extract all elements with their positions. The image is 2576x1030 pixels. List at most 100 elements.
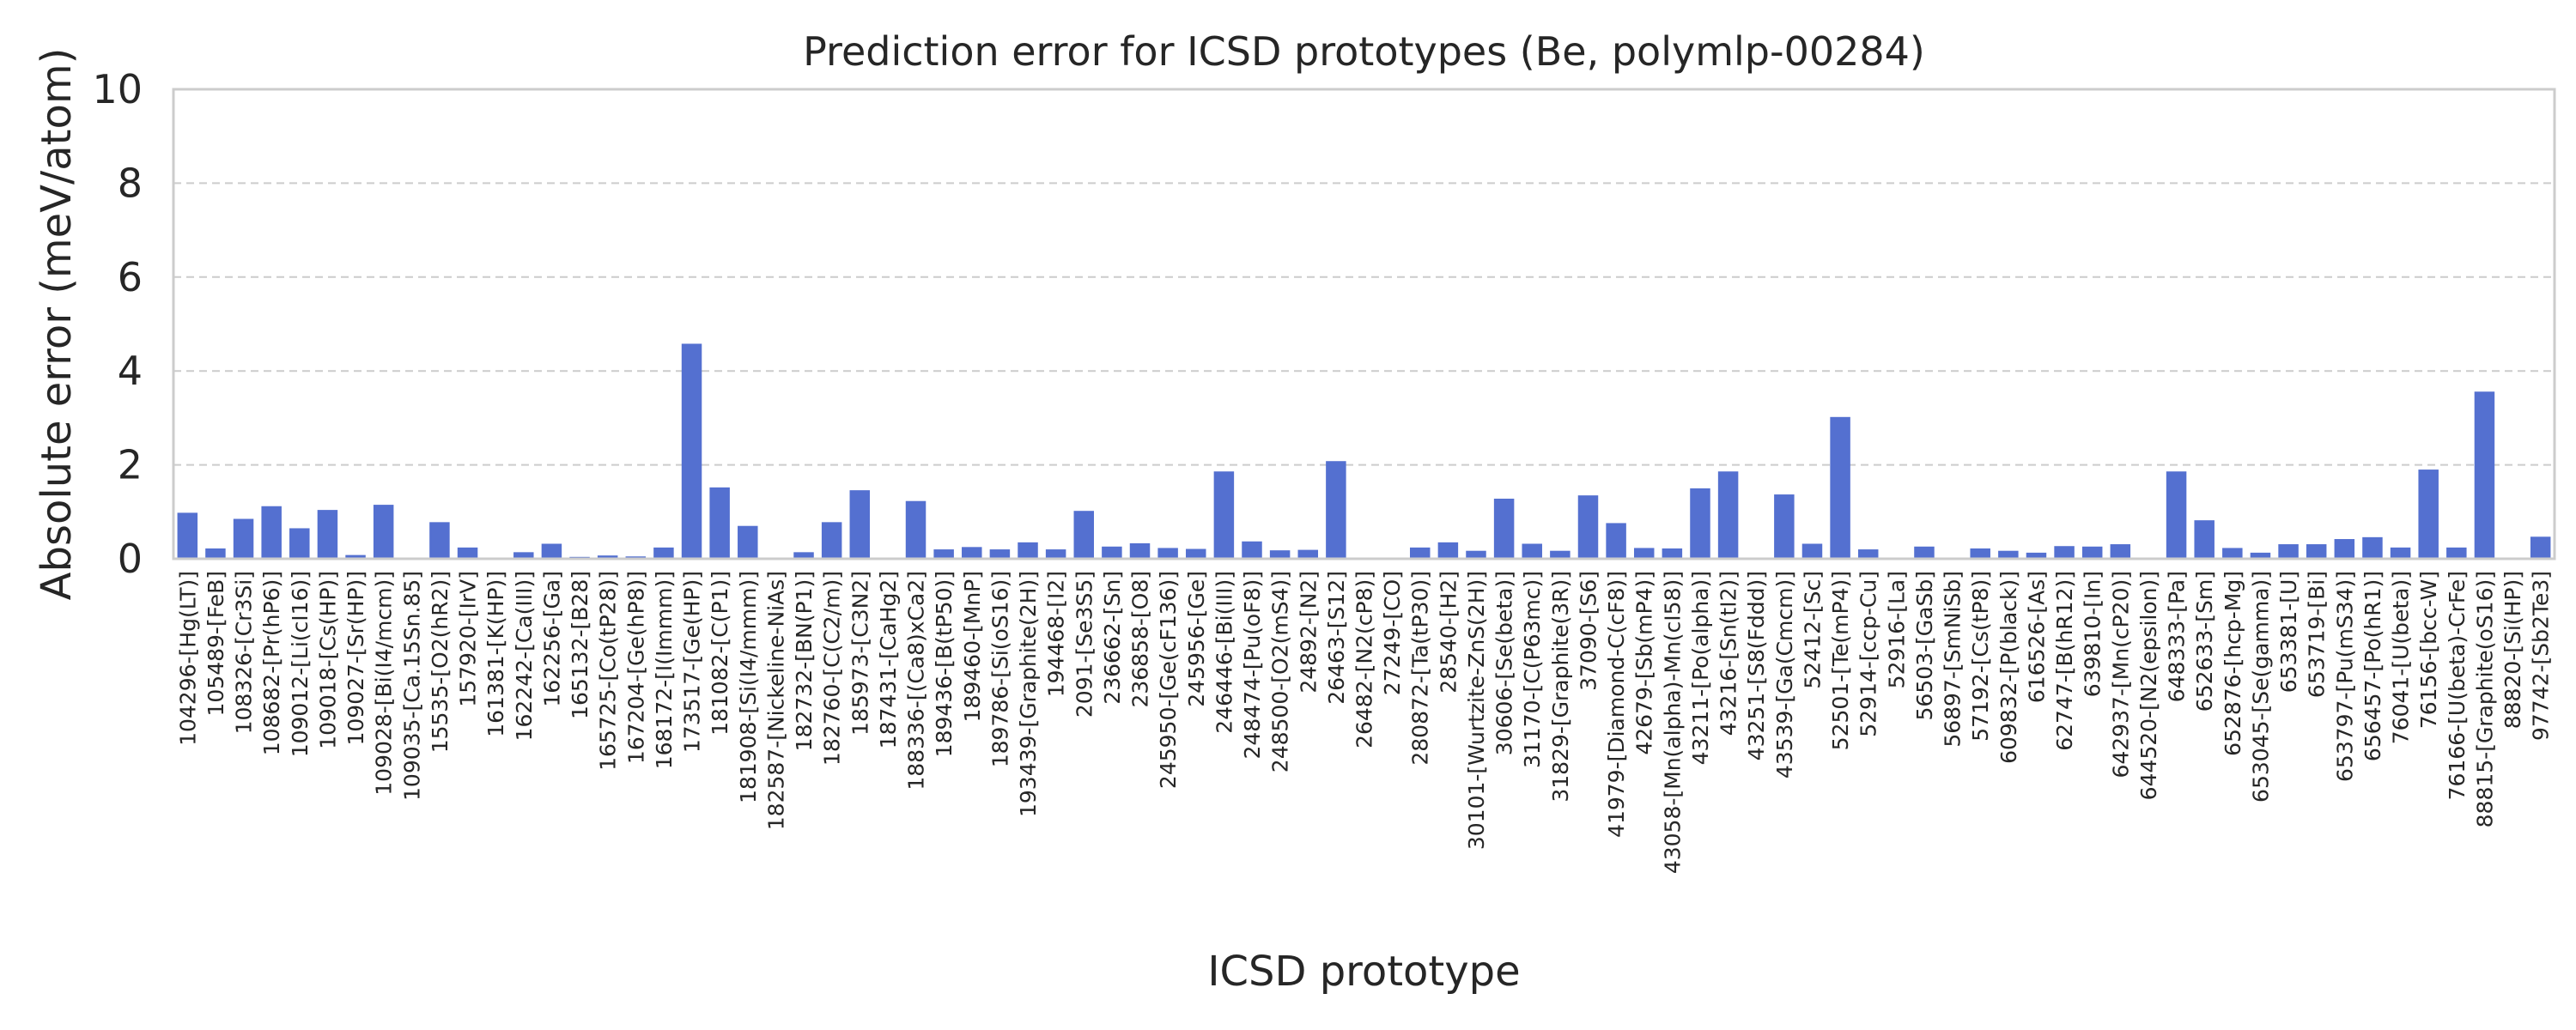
x-tick-label: 109027-[Sr(HP)]	[343, 571, 368, 746]
x-tick-label: 43539-[Ga(Cmcm)]	[1772, 571, 1797, 779]
x-tick-label: 43251-[S8(Fddd)]	[1744, 571, 1769, 760]
bar	[261, 506, 282, 559]
x-tick-label: 109018-[Cs(HP)]	[315, 571, 340, 749]
bar	[177, 512, 198, 559]
x-tick-label: 653797-[Pu(mS34)]	[2332, 571, 2357, 782]
bar	[2306, 544, 2327, 559]
x-tick-label: 236858-[O8]	[1128, 571, 1153, 708]
x-tick-label: 157920-[IrV]	[456, 571, 481, 707]
bar	[933, 549, 954, 559]
x-tick-label: 104296-[Hg(LT)]	[175, 571, 200, 746]
bar	[2222, 548, 2243, 559]
chart-title: Prediction error for ICSD prototypes (Be…	[803, 28, 1925, 75]
x-tick-label: 248500-[O2(mS4)]	[1268, 571, 1293, 772]
x-tick-label: 187431-[CaHg2]	[876, 571, 901, 748]
x-tick-label: 609832-[P(black)]	[1996, 571, 2021, 764]
x-tick-label: 76166-[U(beta)-CrFe]	[2445, 571, 2470, 800]
x-tick-label: 88815-[Graphite(oS16)]	[2472, 571, 2497, 827]
x-tick-label: 185973-[C3N2]	[848, 571, 872, 736]
bar	[1522, 543, 1542, 559]
bar	[1550, 550, 1571, 559]
x-tick-label: 30606-[Se(beta)]	[1492, 571, 1517, 755]
x-axis-ticks: 104296-[Hg(LT)] 105489-[FeB] 108326-[Cr3Si…	[175, 571, 2553, 874]
x-tick-label: 167204-[Ge(hP8)]	[623, 571, 648, 764]
x-tick-label: 639810-[In]	[2081, 571, 2105, 697]
bar	[962, 547, 982, 559]
x-tick-label: 642937-[Mn(cP20)]	[2108, 571, 2133, 779]
y-tick-label: 10	[92, 66, 143, 112]
x-tick-label: 161381-[K(HP)]	[483, 571, 508, 737]
x-tick-label: 52916-[La]	[1884, 571, 1909, 688]
x-tick-label: 181908-[Si(I4/mmm)]	[736, 571, 761, 803]
x-tick-label: 653381-[U]	[2276, 571, 2301, 693]
x-tick-label: 165132-[B28]	[568, 571, 592, 719]
bar	[373, 505, 394, 559]
bar	[1157, 548, 1178, 559]
bar	[2418, 470, 2439, 559]
x-tick-label: 26463-[S12]	[1324, 571, 1349, 705]
x-tick-label: 248474-[Pu(oF8)]	[1240, 571, 1265, 760]
bar	[1690, 488, 1710, 559]
bar	[1326, 461, 1346, 559]
x-tick-label: 52412-[Sc]	[1800, 571, 1825, 689]
bar	[457, 547, 478, 559]
bar	[345, 554, 366, 559]
bar	[1242, 541, 1262, 559]
y-axis-title: Absolute error (meV/atom)	[33, 48, 81, 601]
x-tick-label: 31829-[Graphite(3R)]	[1548, 571, 1573, 803]
bar	[1914, 546, 1935, 559]
bar	[1717, 471, 1739, 559]
bar	[2278, 544, 2299, 559]
x-tick-label: 182587-[Nickeline-NiAs]	[763, 571, 788, 830]
x-tick-label: 27249-[CO]	[1380, 571, 1405, 695]
x-tick-label: 236662-[Sn]	[1100, 571, 1125, 705]
bar	[653, 547, 674, 559]
bar	[1437, 542, 1459, 559]
x-tick-label: 656457-[Po(hR1)]	[2360, 571, 2385, 761]
x-tick-label: 28540-[H2]	[1436, 571, 1461, 694]
x-tick-label: 31170-[C(P63mc)]	[1520, 571, 1545, 768]
x-tick-label: 24892-[N2]	[1296, 571, 1321, 694]
x-tick-label: 653719-[Bi]	[2305, 571, 2330, 698]
y-axis-ticks: 0 2 4 6 8 10	[92, 66, 143, 582]
bar	[1774, 494, 1795, 559]
bar	[738, 525, 758, 559]
y-tick-label: 0	[118, 536, 143, 582]
y-tick-label: 2	[118, 442, 143, 488]
x-tick-label: 162242-[Ca(III)]	[512, 571, 537, 741]
bar	[2530, 536, 2551, 559]
x-tick-label: 182732-[BN(P1)]	[792, 571, 817, 751]
x-tick-label: 109028-[Bi(I4/mcm)]	[372, 571, 397, 796]
y-tick-label: 6	[118, 254, 143, 300]
x-tick-label: 62747-[B(hR12)]	[2052, 571, 2077, 751]
bar	[905, 500, 927, 559]
x-tick-label: 56897-[SmNiSb]	[1941, 571, 1965, 748]
bar	[2250, 552, 2271, 559]
bar	[317, 510, 338, 559]
x-tick-label: 56503-[GaSb]	[1912, 571, 1937, 721]
x-tick-label: 181082-[C(P1)]	[708, 571, 732, 736]
bar	[2166, 471, 2187, 559]
x-tick-label: 245950-[Ge(cF136)]	[1156, 571, 1181, 789]
x-tick-label: 26482-[N2(cP8)]	[1352, 571, 1377, 748]
bar	[429, 522, 450, 559]
x-tick-label: 108326-[Cr3Si]	[232, 571, 257, 734]
bar	[1830, 416, 1850, 559]
x-tick-label: 37090-[S6]	[1576, 571, 1601, 691]
x-tick-label: 189460-[MnP]	[960, 571, 985, 722]
x-tick-label: 88820-[Si(HP)]	[2500, 571, 2525, 729]
bar	[597, 555, 618, 559]
plot-frame	[172, 88, 2556, 560]
x-tick-label: 52914-[ccp-Cu]	[1856, 571, 1881, 737]
x-tick-label: 109035-[Ca.15Sn.85]	[399, 571, 424, 801]
bar	[2334, 539, 2355, 559]
bar	[2026, 552, 2047, 559]
bar	[2390, 547, 2411, 559]
bar	[1018, 542, 1038, 559]
bar	[1297, 549, 1318, 559]
bar	[793, 552, 814, 559]
x-tick-label: 616526-[As]	[2024, 571, 2049, 703]
bar	[1493, 498, 1515, 559]
x-tick-label: 168172-[I(Immm)]	[652, 571, 677, 769]
